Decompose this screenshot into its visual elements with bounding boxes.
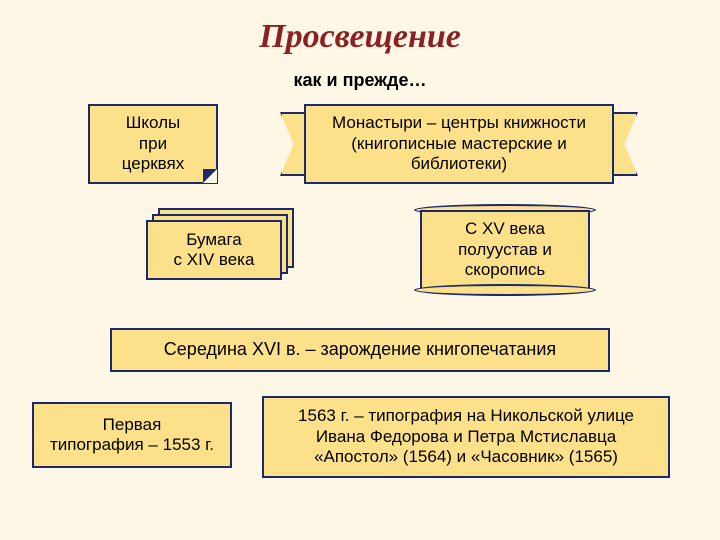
box-monasteries-text: Монастыри – центры книжности(книгописные… <box>314 113 604 174</box>
slide-subtitle-text: как и прежде… <box>294 70 427 90</box>
box-script: С XV векаполуустав искоропись <box>420 210 590 290</box>
page-fold-icon <box>203 169 217 183</box>
box-fedorov: 1563 г. – типография на Никольской улице… <box>262 396 670 478</box>
box-fedorov-text: 1563 г. – типография на Никольской улице… <box>272 406 660 467</box>
box-monasteries: Монастыри – центры книжности(книгописные… <box>304 104 614 184</box>
box-schools: Школыприцерквях <box>88 104 218 184</box>
box-printing-origin: Середина XVI в. – зарождение книгопечата… <box>110 328 610 372</box>
box-printing-origin-text: Середина XVI в. – зарождение книгопечата… <box>120 339 600 361</box>
box-script-text: С XV векаполуустав искоропись <box>430 219 580 280</box>
slide-subtitle: как и прежде… <box>0 70 720 91</box>
box-schools-text: Школыприцерквях <box>98 113 208 174</box>
box-first-press: Перваятипография – 1553 г. <box>32 402 232 468</box>
slide-title-text: Просвещение <box>259 18 461 55</box>
slide-title: Просвещение <box>0 18 720 56</box>
box-first-press-text: Перваятипография – 1553 г. <box>42 415 222 456</box>
scroll-roll-bottom <box>414 284 596 296</box>
box-paper: Бумагас XIV века <box>146 220 282 280</box>
box-paper-text: Бумагас XIV века <box>156 230 272 271</box>
